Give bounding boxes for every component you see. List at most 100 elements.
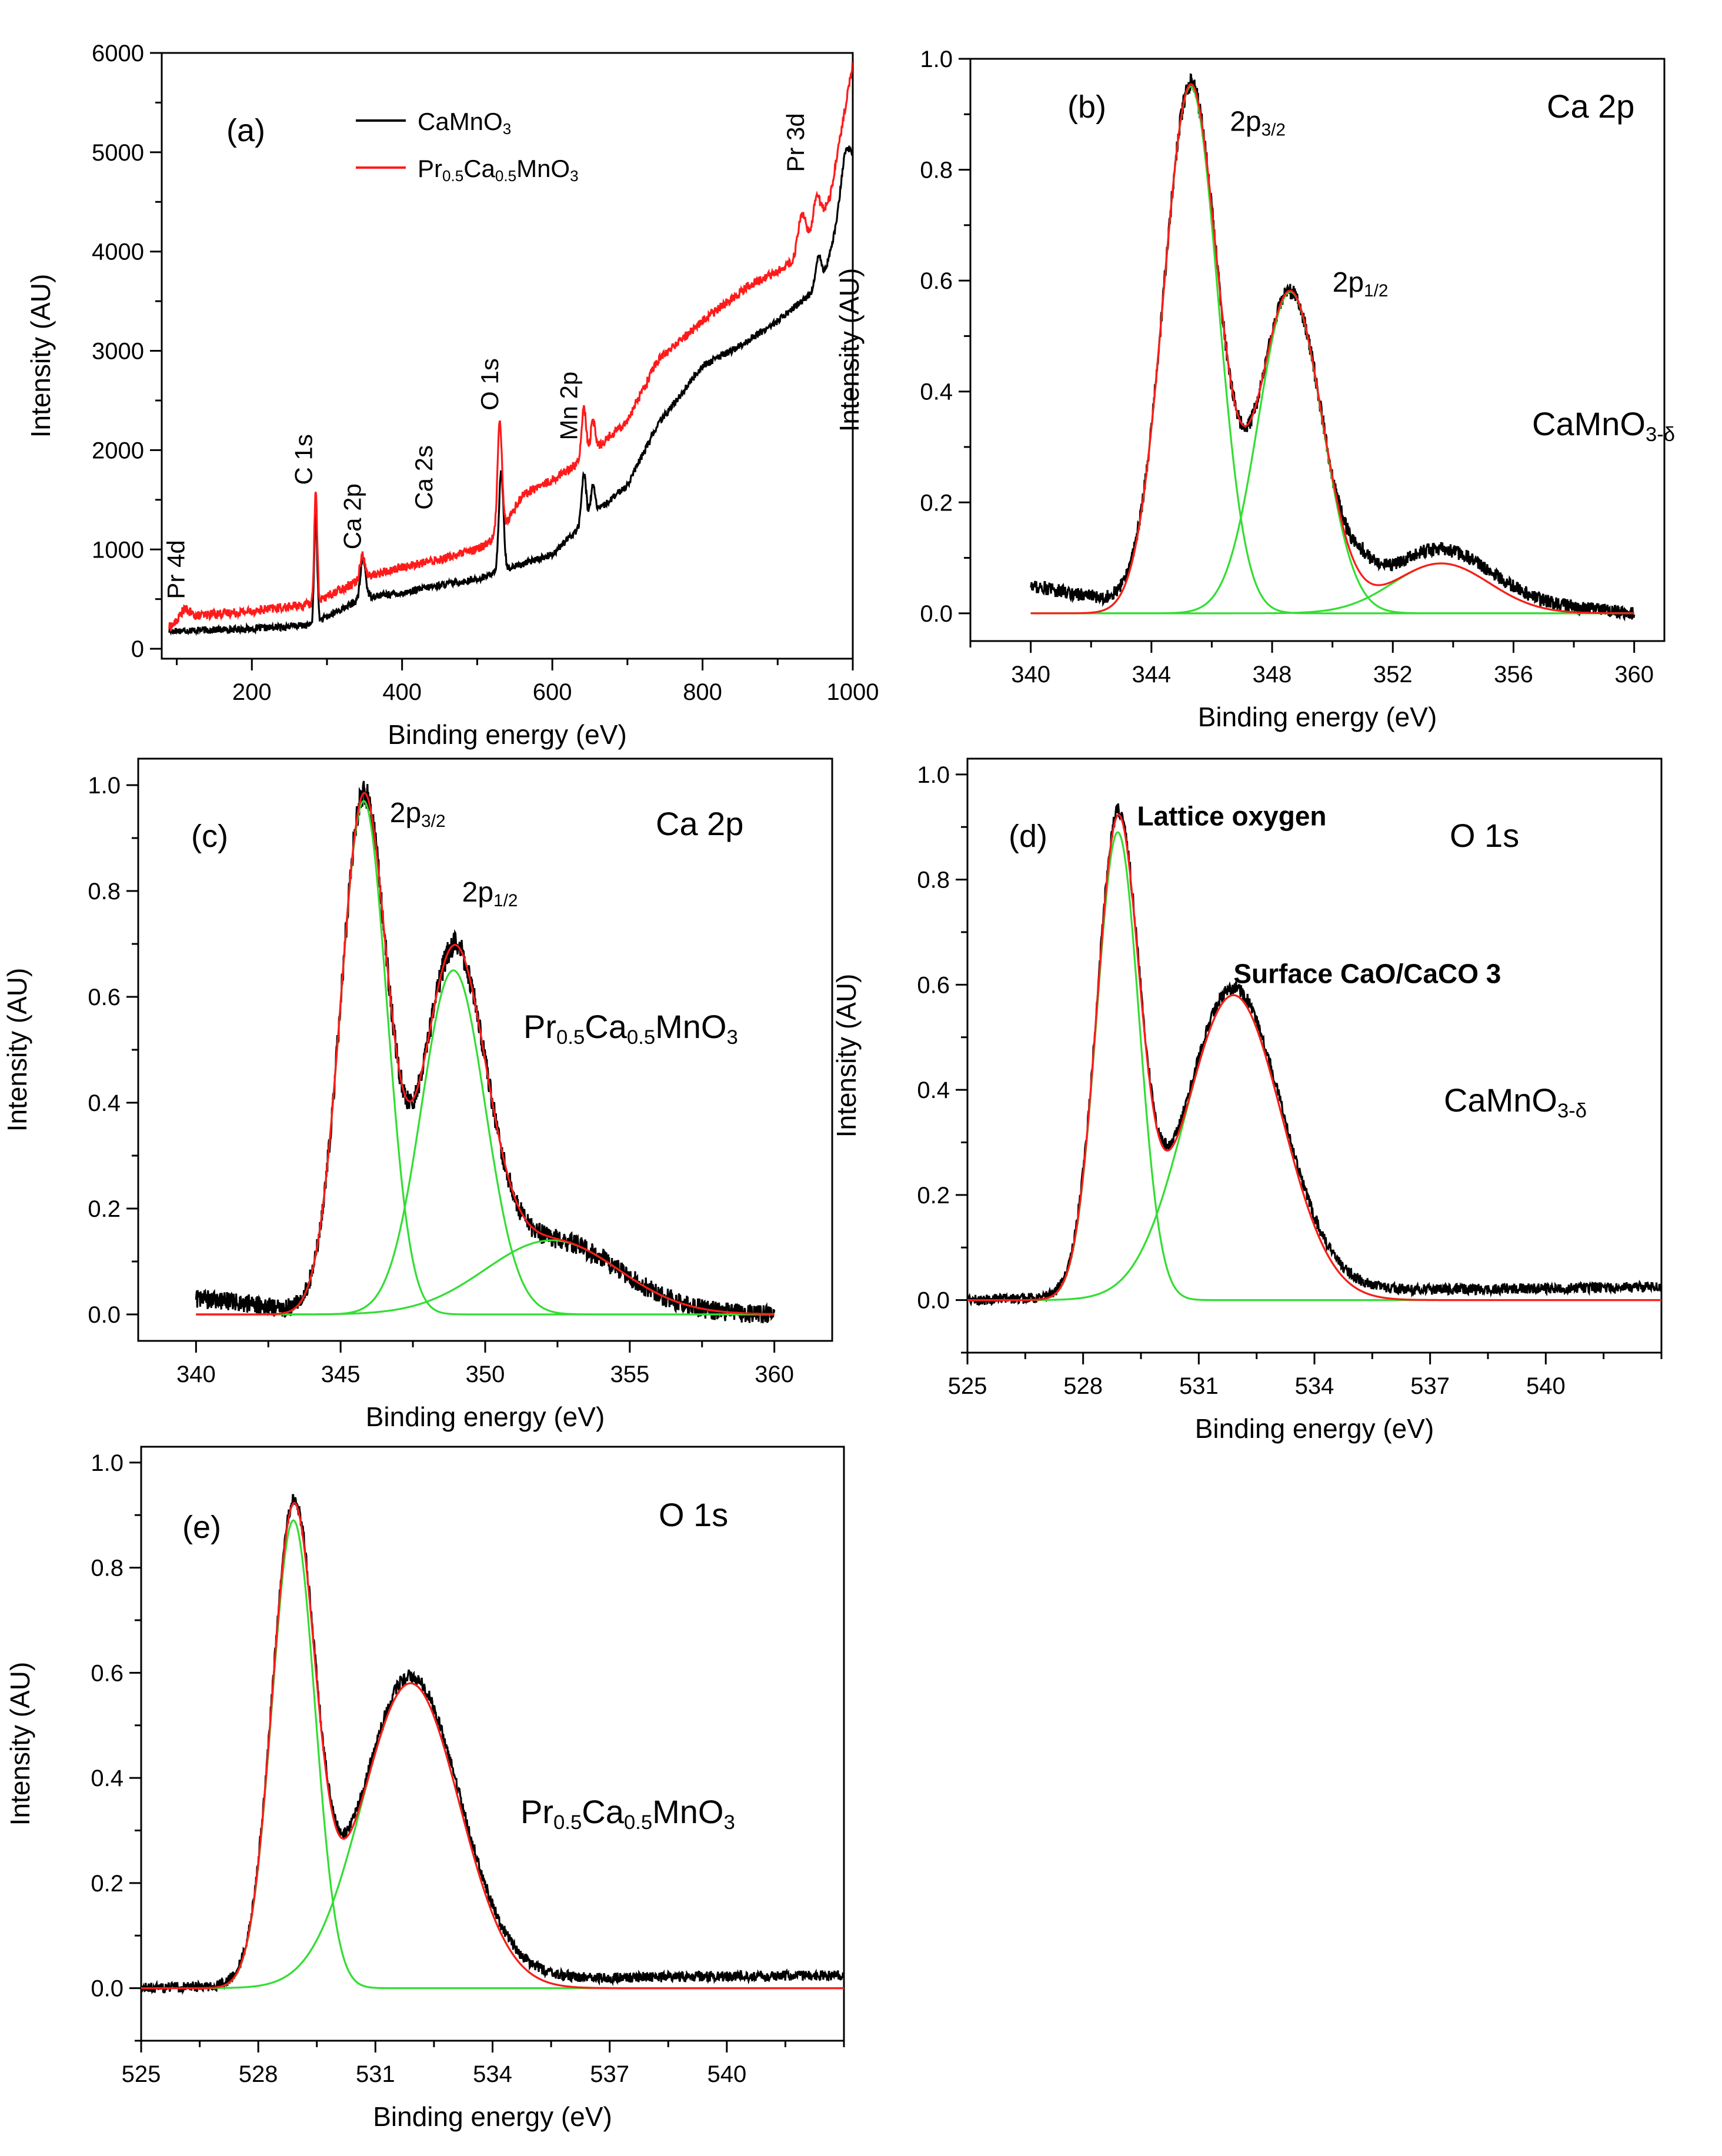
x-tick-label: 528 bbox=[1063, 1373, 1103, 1399]
y-tick-label: 1.0 bbox=[91, 1450, 124, 1476]
y-tick-label: 1000 bbox=[92, 537, 144, 563]
x-tick-label: 344 bbox=[1132, 662, 1171, 687]
text-part: Pr bbox=[523, 1008, 556, 1045]
panel-label: (e) bbox=[182, 1510, 221, 1545]
panel-d: 525 528 531 534 537 540 0.0 0.2 0.4 0.6 0.8 1.0 Bind… bbox=[831, 757, 1663, 1444]
data-line bbox=[195, 780, 776, 1324]
x-tick-label: 534 bbox=[473, 2061, 512, 2087]
series-group bbox=[168, 62, 853, 636]
component-line-2 bbox=[1030, 291, 1634, 615]
sample-label: Pr0.5Ca0.5MnO3 bbox=[523, 1008, 738, 1049]
plot-frame bbox=[161, 52, 854, 660]
y-axis-label: Intensity (AU) bbox=[2, 968, 32, 1132]
text-part: Ca bbox=[582, 1793, 624, 1830]
text-part: Ca bbox=[463, 155, 495, 182]
legend-label: Pr0.5Ca0.5MnO3 bbox=[418, 155, 579, 185]
x-tick-label: 531 bbox=[356, 2061, 395, 2087]
y-tick-label: 5000 bbox=[92, 140, 144, 166]
subscript: 3-δ bbox=[1557, 1100, 1587, 1122]
fit-envelope-line bbox=[967, 813, 1661, 1301]
series-line-camno3 bbox=[168, 145, 853, 636]
text-part: MnO bbox=[655, 1008, 726, 1045]
core-level-title: O 1s bbox=[659, 1496, 728, 1533]
y-tick-label: 6000 bbox=[92, 41, 144, 66]
text-part: 2p bbox=[1333, 267, 1364, 298]
y-tick-label: 0.6 bbox=[920, 268, 953, 294]
text-part: Pr bbox=[418, 155, 442, 182]
peak-label: 2p3/2 bbox=[390, 797, 446, 831]
y-tick-label: 0.0 bbox=[920, 601, 953, 627]
text-part: 2p bbox=[1230, 106, 1261, 138]
y-tick-label: 2000 bbox=[92, 438, 144, 463]
panel-label: (c) bbox=[191, 819, 228, 854]
subscript: 3 bbox=[723, 1811, 735, 1834]
y-tick-label: 0.6 bbox=[917, 972, 950, 998]
text-part: 2p bbox=[390, 797, 421, 829]
core-level-title: Ca 2p bbox=[656, 805, 743, 842]
y-tick-label: 0.8 bbox=[91, 1556, 124, 1581]
peak-label: 2p1/2 bbox=[462, 877, 518, 910]
x-tick-label: 348 bbox=[1253, 662, 1292, 687]
y-tick-label: 0 bbox=[131, 636, 144, 662]
x-tick-label: 340 bbox=[1011, 662, 1050, 687]
fit-envelope-line bbox=[141, 1501, 844, 1990]
x-tick-label: 345 bbox=[321, 1361, 361, 1387]
plot-frame bbox=[140, 1446, 845, 2042]
core-level-title: Ca 2p bbox=[1547, 88, 1634, 125]
y-tick-label: 0.6 bbox=[88, 984, 121, 1010]
subscript: 1/2 bbox=[493, 891, 518, 910]
y-tick-label: 0.0 bbox=[91, 1976, 124, 2002]
x-tick-label: 360 bbox=[1614, 662, 1654, 687]
x-tick-label: 340 bbox=[176, 1361, 216, 1387]
plot-frame bbox=[969, 58, 1666, 642]
core-level-title: O 1s bbox=[1450, 817, 1519, 854]
subscript: 0.5 bbox=[624, 1811, 652, 1834]
peak-annotation: O 1s bbox=[476, 358, 503, 410]
x-tick-label: 200 bbox=[232, 679, 272, 705]
panel-label: (a) bbox=[226, 113, 265, 148]
fit-envelope-line bbox=[1030, 83, 1634, 615]
x-tick-label: 400 bbox=[382, 679, 422, 705]
subscript: 0.5 bbox=[553, 1811, 582, 1834]
x-tick-label: 1000 bbox=[827, 679, 879, 705]
subscript: 0.5 bbox=[556, 1026, 585, 1049]
y-tick-label: 0.4 bbox=[91, 1765, 124, 1791]
x-tick-label: 355 bbox=[610, 1361, 649, 1387]
text-part: CaMnO bbox=[418, 108, 503, 135]
legend-label: CaMnO3 bbox=[418, 108, 511, 138]
bold-annotation: Lattice oxygen bbox=[1137, 800, 1326, 831]
peak-label: 2p1/2 bbox=[1333, 267, 1389, 301]
panel-label: (d) bbox=[1009, 819, 1047, 854]
x-axis-label: Binding energy (eV) bbox=[1198, 702, 1437, 732]
text-part: MnO bbox=[652, 1793, 723, 1830]
peak-annotation: Pr 3d bbox=[782, 113, 809, 172]
y-tick-label: 0.8 bbox=[920, 158, 953, 183]
x-tick-label: 600 bbox=[533, 679, 572, 705]
y-axis-label: Intensity (AU) bbox=[834, 268, 865, 432]
subscript: 0.5 bbox=[495, 167, 516, 185]
panel-c: 340 345 350 355 360 0.0 0.2 0.4 0.6 0.8 1.0 Binding… bbox=[2, 757, 833, 1432]
series-group bbox=[967, 803, 1661, 1307]
y-tick-label: 0.4 bbox=[920, 379, 953, 405]
y-tick-label: 0.6 bbox=[91, 1660, 124, 1686]
peak-annotation: Ca 2s bbox=[410, 445, 438, 510]
subscript: 3 bbox=[503, 120, 511, 138]
y-tick-label: 0.2 bbox=[920, 490, 953, 516]
component-line-1 bbox=[141, 1519, 844, 1990]
component-line-1 bbox=[967, 831, 1661, 1301]
y-tick-label: 3000 bbox=[92, 339, 144, 365]
x-tick-label: 525 bbox=[122, 2061, 161, 2087]
x-tick-label: 525 bbox=[948, 1373, 987, 1399]
series-group bbox=[195, 780, 776, 1324]
x-tick-label: 528 bbox=[239, 2061, 278, 2087]
subscript: 1/2 bbox=[1364, 281, 1388, 301]
y-tick-label: 4000 bbox=[92, 239, 144, 265]
series-line-pcmo bbox=[168, 62, 853, 632]
panel-e: 525 528 531 534 537 540 0.0 0.2 0.4 0.6 0.8 1.0 Bind… bbox=[5, 1446, 845, 2132]
series-group bbox=[141, 1494, 844, 1995]
text-part: Pr bbox=[520, 1793, 553, 1830]
text-part: 2p bbox=[462, 877, 493, 908]
x-tick-label: 534 bbox=[1295, 1373, 1334, 1399]
subscript: 3 bbox=[726, 1026, 737, 1049]
x-tick-label: 540 bbox=[707, 2061, 746, 2087]
